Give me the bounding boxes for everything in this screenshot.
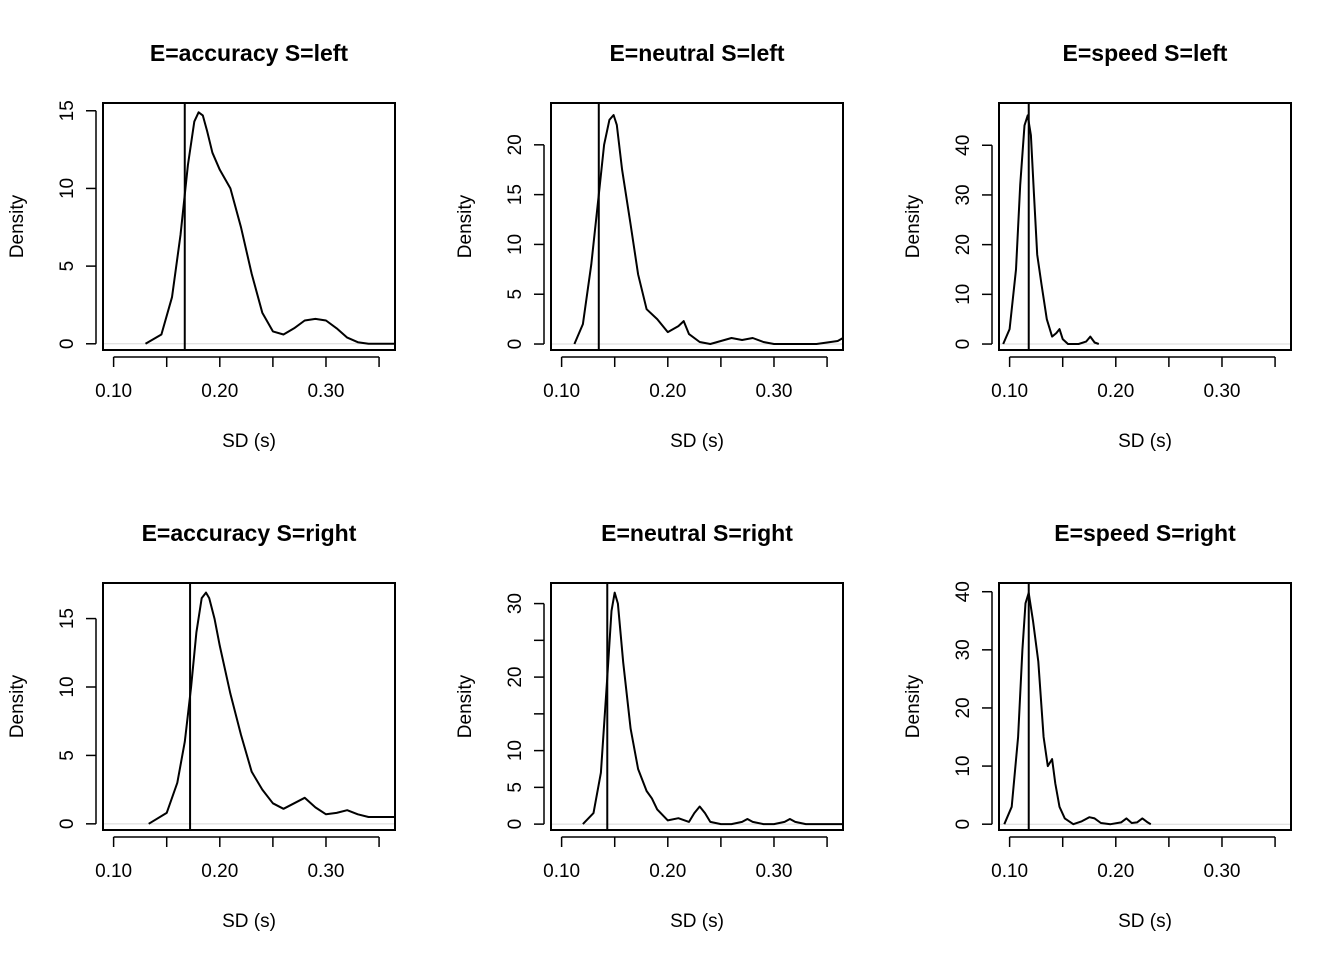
y-tick-label: 0 [57, 338, 78, 349]
y-tick-label: 10 [505, 740, 526, 761]
x-tick-label: 0.30 [307, 381, 344, 402]
density-curve [144, 111, 395, 345]
panel-title: E=neutral S=left [609, 40, 784, 66]
y-tick-label: 10 [953, 284, 974, 305]
y-axis-label: Density [455, 194, 476, 258]
plot-frame [102, 102, 396, 351]
plot-frame [998, 582, 1292, 831]
x-tick-label: 0.30 [755, 381, 792, 402]
x-tick-label: 0.20 [201, 861, 238, 882]
panel-3: E=speed S=left 0.10 0.20 0.30 SD (s) 0 10 20 30 4… [903, 40, 1292, 452]
y-tick-label: 10 [953, 756, 974, 777]
y-tick-label: 0 [953, 819, 974, 830]
y-tick-label: 5 [57, 750, 78, 761]
x-tick-label: 0.30 [1203, 381, 1240, 402]
y-tick-label: 0 [505, 339, 526, 350]
panel-title: E=accuracy S=right [142, 520, 357, 546]
x-axis-label: SD (s) [222, 431, 276, 452]
y-axis-label: Density [903, 194, 924, 258]
panel-title: E=neutral S=right [601, 520, 793, 546]
density-curve [148, 591, 395, 825]
y-tick-label: 0 [953, 339, 974, 350]
plot-frame [998, 102, 1292, 351]
panel-title: E=accuracy S=left [150, 40, 349, 66]
density-curve [1002, 114, 1100, 345]
x-axis-label: SD (s) [1118, 911, 1172, 932]
y-tick-label: 20 [505, 667, 526, 688]
y-tick-label: 20 [953, 697, 974, 718]
x-tick-label: 0.10 [991, 381, 1028, 402]
y-tick-label: 15 [57, 100, 78, 121]
x-tick-label: 0.20 [201, 381, 238, 402]
x-tick-label: 0.30 [1203, 861, 1240, 882]
x-axis-label: SD (s) [1118, 431, 1172, 452]
y-tick-label: 10 [505, 234, 526, 255]
x-tick-label: 0.30 [307, 861, 344, 882]
y-tick-label: 30 [953, 184, 974, 205]
y-tick-label: 5 [505, 289, 526, 300]
panel-2: E=neutral S=left 0.10 0.20 0.30 SD (s) 0 5 10 15… [455, 40, 844, 452]
y-tick-label: 10 [57, 178, 78, 199]
x-axis-label: SD (s) [670, 431, 724, 452]
x-tick-label: 0.20 [649, 861, 686, 882]
x-tick-label: 0.10 [543, 381, 580, 402]
y-tick-label: 10 [57, 676, 78, 697]
y-tick-label: 40 [953, 135, 974, 156]
x-tick-label: 0.10 [543, 861, 580, 882]
plot-frame [550, 102, 844, 351]
density-curve [582, 591, 843, 826]
panel-1: E=accuracy S=left 0.10 0.20 0.30 SD (s) 0 5 10 1… [7, 40, 396, 452]
y-tick-label: 30 [505, 593, 526, 614]
y-tick-label: 0 [505, 819, 526, 830]
x-tick-label: 0.20 [1097, 381, 1134, 402]
plot-frame [550, 582, 844, 831]
plot-frame [102, 582, 396, 831]
y-tick-label: 30 [953, 639, 974, 660]
y-axis-label: Density [7, 194, 28, 258]
y-tick-label: 15 [505, 184, 526, 205]
panel-title: E=speed S=left [1063, 40, 1228, 66]
x-tick-label: 0.10 [95, 861, 132, 882]
x-tick-label: 0.10 [991, 861, 1028, 882]
y-axis-label: Density [455, 674, 476, 738]
y-tick-label: 0 [57, 819, 78, 830]
y-tick-label: 20 [953, 234, 974, 255]
y-axis-label: Density [903, 674, 924, 738]
y-tick-label: 15 [57, 608, 78, 629]
density-curve [573, 114, 844, 345]
x-tick-label: 0.20 [649, 381, 686, 402]
y-tick-label: 5 [57, 261, 78, 272]
x-tick-label: 0.20 [1097, 861, 1134, 882]
x-axis-label: SD (s) [670, 911, 724, 932]
x-axis-label: SD (s) [222, 911, 276, 932]
y-tick-label: 20 [505, 134, 526, 155]
y-axis-label: Density [7, 674, 28, 738]
y-tick-label: 5 [505, 782, 526, 793]
y-tick-label: 40 [953, 581, 974, 602]
panel-5: E=neutral S=right 0.10 0.20 0.30 SD (s) 0 5 10 2… [455, 520, 844, 932]
panel-title: E=speed S=right [1054, 520, 1236, 546]
panel-4: E=accuracy S=right 0.10 0.20 0.30 SD (s) 0 5 10… [7, 520, 396, 932]
panel-6: E=speed S=right 0.10 0.20 0.30 SD (s) 0 10 20 30… [903, 520, 1292, 932]
x-tick-label: 0.30 [755, 861, 792, 882]
density-curve [1003, 591, 1152, 826]
x-tick-label: 0.10 [95, 381, 132, 402]
